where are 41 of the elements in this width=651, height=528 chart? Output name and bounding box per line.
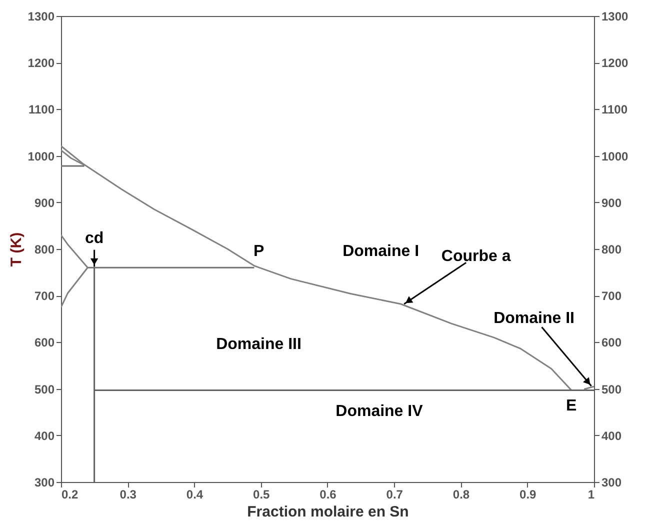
y2-tick-label: 400 xyxy=(602,428,622,443)
y2-tick-label: 1300 xyxy=(602,10,629,24)
y2-tick-label: 600 xyxy=(602,336,622,350)
x-axis-title: Fraction molaire en Sn xyxy=(247,504,409,520)
y-tick-label: 500 xyxy=(34,382,55,396)
x-tick-label: 0.9 xyxy=(520,488,537,502)
x-tick-label: 0.4 xyxy=(186,488,204,502)
y2-tick-label: 500 xyxy=(602,382,622,396)
y-tick-label: 1300 xyxy=(28,10,55,24)
x-tick-label: 0.6 xyxy=(320,488,337,502)
x-tick-label: 1 xyxy=(588,488,595,502)
y2-tick-label: 800 xyxy=(602,242,622,256)
y-tick-label: 600 xyxy=(34,336,55,350)
y-axis-title: T (K) xyxy=(8,232,25,267)
y2-tick-label: 700 xyxy=(602,289,622,304)
annotation: Domaine I xyxy=(342,242,420,260)
x-tick-label: 0.5 xyxy=(253,488,270,502)
annotation: Courbe a xyxy=(441,248,511,265)
annotation: cd xyxy=(84,230,104,247)
y2-tick-label: 1200 xyxy=(602,56,629,70)
y-tick-label: 400 xyxy=(34,428,55,443)
x-tick-label: 0.3 xyxy=(120,488,137,502)
y2-tick-label: 300 xyxy=(602,476,622,490)
y-tick-label: 1200 xyxy=(28,56,55,70)
annotation: P xyxy=(254,242,265,260)
annotation: Domaine II xyxy=(494,310,574,327)
y2-tick-label: 1000 xyxy=(602,149,629,164)
annotation: Domaine IV xyxy=(336,403,424,420)
y2-tick-label: 900 xyxy=(602,196,622,210)
y-tick-label: 1000 xyxy=(28,149,55,164)
y-tick-label: 800 xyxy=(34,242,55,256)
y-tick-label: 700 xyxy=(34,289,55,304)
y-tick-label: 300 xyxy=(34,476,55,490)
y2-tick-label: 1100 xyxy=(602,102,628,117)
y-tick-label: 900 xyxy=(34,196,55,210)
annotation: E xyxy=(566,398,578,415)
x-tick-label: 0.8 xyxy=(452,488,470,502)
annotation: Domaine III xyxy=(216,336,302,354)
x-tick-label: 0.7 xyxy=(386,488,404,502)
x-tick-label: 0.2 xyxy=(62,488,79,502)
y-tick-label: 1100 xyxy=(28,102,55,117)
